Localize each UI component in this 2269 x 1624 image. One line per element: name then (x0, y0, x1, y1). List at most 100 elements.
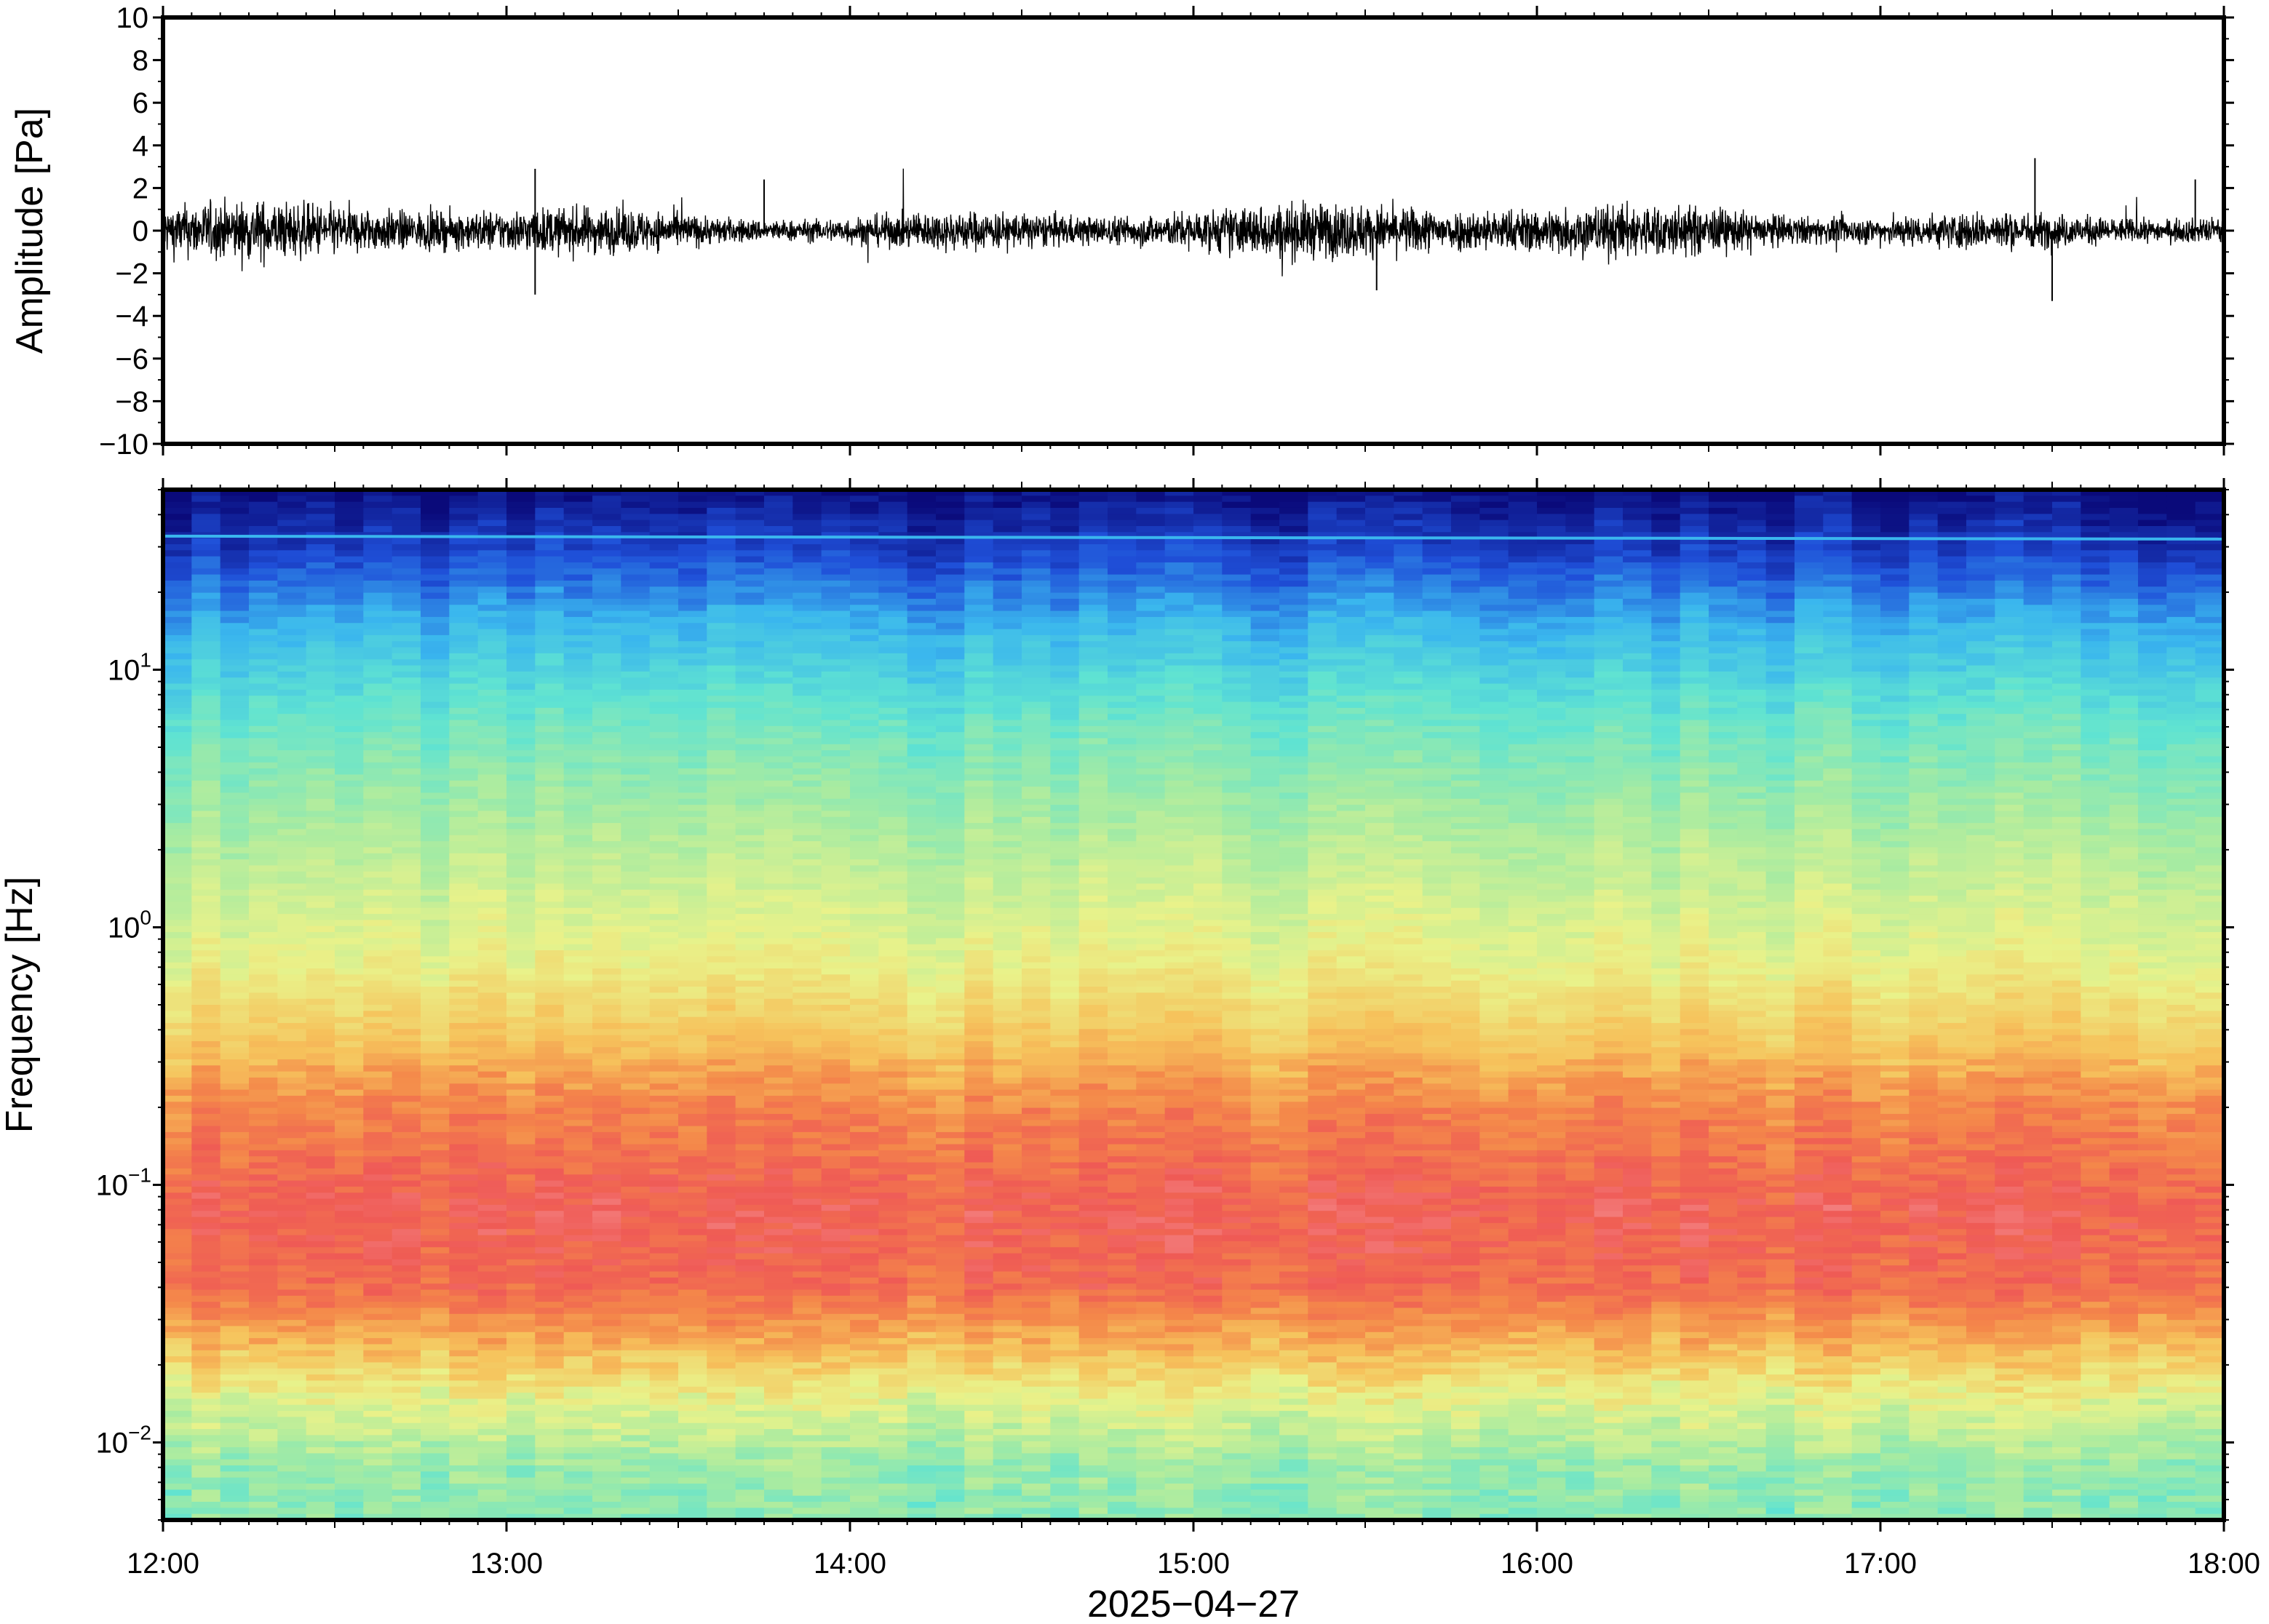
spectrogram-cell (792, 1259, 822, 1266)
spectrogram-cell (392, 920, 421, 927)
spectrogram-cell (764, 1077, 794, 1085)
spectrogram-cell (477, 950, 507, 958)
spectrogram-cell (649, 1229, 679, 1236)
spectrogram-cell (163, 1435, 193, 1442)
spectrogram-cell (649, 750, 679, 757)
spectrogram-cell (506, 525, 536, 533)
spectrogram-cell (506, 762, 536, 769)
spectrogram-cell (850, 544, 880, 552)
spectrogram-cell (220, 1484, 250, 1491)
spectrogram-cell (535, 768, 565, 776)
spectrogram-cell (936, 859, 966, 867)
spectrogram-cell (878, 1271, 908, 1278)
spectrogram-cell (649, 787, 679, 794)
spectrogram-cell (191, 629, 221, 636)
spectrogram-cell (506, 647, 536, 654)
spectrogram-cell (477, 1113, 507, 1121)
spectrogram-cell (936, 1283, 966, 1291)
spectrogram-cell (821, 1447, 851, 1454)
spectrogram-cell (477, 1029, 507, 1036)
spectrogram-cell (649, 525, 679, 533)
spectrogram-cell (592, 1259, 622, 1266)
spectrogram-cell (249, 901, 279, 909)
spectrogram-cell (335, 689, 365, 696)
spectrogram-cell (392, 1029, 421, 1036)
spectrogram-cell (707, 725, 736, 733)
spectrogram-cell (563, 1235, 593, 1242)
spectrogram-cell (449, 835, 479, 842)
spectrogram-cell (477, 598, 507, 606)
spectrogram-cell (421, 829, 450, 836)
spectrogram-cell (363, 1065, 393, 1072)
spectrogram-cell (735, 974, 765, 982)
spectrogram-cell (936, 1144, 966, 1151)
spectrogram-cell (535, 1477, 565, 1484)
spectrogram-cell (821, 1247, 851, 1254)
spectrogram-cell (936, 847, 966, 854)
spectrogram-cell (220, 1011, 250, 1018)
spectrogram-cell (220, 1489, 250, 1497)
spectrogram-cell (936, 1362, 966, 1369)
spectrogram-cell (277, 756, 307, 763)
spectrogram-cell (707, 823, 736, 830)
spectrogram-cell (363, 829, 393, 836)
spectrogram-cell (392, 544, 421, 552)
spectrogram-cell (191, 1271, 221, 1278)
spectrogram-cell (191, 732, 221, 739)
spectrogram-cell (392, 1180, 421, 1187)
spectrogram-cell (277, 907, 307, 915)
spectrogram-cell (563, 1211, 593, 1218)
spectrogram-cell (850, 944, 880, 951)
spectrogram-cell (449, 1016, 479, 1024)
spectrogram-cell (163, 998, 193, 1006)
spectrogram-cell (506, 1047, 536, 1054)
spectrogram-cell (649, 980, 679, 987)
spectrogram-cell (535, 677, 565, 685)
spectrogram-cell (678, 1374, 708, 1382)
spectrogram-cell (335, 701, 365, 709)
spectrogram-cell (592, 1508, 622, 1515)
spectrogram-cell (277, 1447, 307, 1454)
spectrogram-cell (592, 1083, 622, 1091)
spectrogram-cell (907, 507, 937, 515)
spectrogram-cell (191, 1344, 221, 1351)
spectrogram-cell (249, 1259, 279, 1266)
spectrogram-cell (363, 950, 393, 958)
spectrogram-cell (477, 653, 507, 661)
spectrogram-cell (249, 629, 279, 636)
spectrogram-cell (592, 1283, 622, 1291)
spectrogram-cell (506, 968, 536, 976)
spectrogram-cell (506, 1495, 536, 1502)
spectrogram-cell (191, 932, 221, 939)
spectrogram-cell (821, 1120, 851, 1127)
spectrogram-cell (477, 1422, 507, 1430)
spectrogram-cell (707, 1059, 736, 1067)
spectrogram-cell (335, 805, 365, 812)
spectrogram-cell (421, 1271, 450, 1278)
spectrogram-cell (649, 574, 679, 581)
spectrogram-cell (907, 532, 937, 539)
spectrogram-cell (821, 586, 851, 594)
spectrogram-cell (535, 823, 565, 830)
spectrogram-cell (335, 1265, 365, 1273)
spectrogram-cell (363, 629, 393, 636)
spectrogram-cell (335, 1022, 365, 1030)
spectrogram-cell (220, 1259, 250, 1266)
spectrogram-cell (707, 568, 736, 576)
spectrogram-cell (649, 865, 679, 872)
spectrogram-cell (363, 1174, 393, 1182)
spectrogram-cell (850, 623, 880, 630)
spectrogram-cell (535, 920, 565, 927)
spectrogram-cell (878, 1071, 908, 1078)
spectrogram-cell (535, 683, 565, 690)
spectrogram-cell (821, 1022, 851, 1030)
spectrogram-cell (191, 1229, 221, 1236)
spectrogram-cell (792, 1495, 822, 1502)
spectrogram-cell (649, 847, 679, 854)
spectrogram-cell (277, 780, 307, 787)
spectrogram-cell (421, 616, 450, 624)
spectrogram-cell (249, 538, 279, 545)
spectrogram-cell (535, 653, 565, 661)
spectrogram-cell (306, 829, 335, 836)
spectrogram-cell (621, 1168, 651, 1176)
